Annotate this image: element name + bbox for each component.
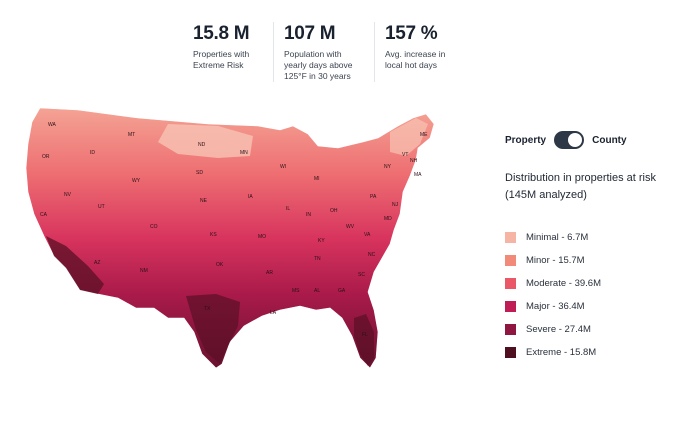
- legend-swatch: [505, 324, 516, 335]
- state-label-ga: GA: [338, 288, 346, 294]
- stats-bar: 15.8 M Properties with Extreme Risk 107 …: [183, 22, 465, 82]
- legend-item: Severe - 27.4M: [505, 318, 601, 341]
- state-label-wy: WY: [132, 178, 141, 184]
- state-label-sd: SD: [196, 170, 203, 176]
- legend-label: Extreme - 15.8M: [526, 347, 597, 358]
- state-label-ny: NY: [384, 164, 392, 170]
- toggle-switch[interactable]: [554, 131, 585, 149]
- state-label-me: ME: [420, 132, 428, 138]
- state-label-vt: VT: [402, 152, 408, 158]
- minimal-region-north: [158, 124, 253, 158]
- property-county-toggle[interactable]: Property County: [505, 131, 627, 149]
- state-label-az: AZ: [94, 260, 100, 266]
- legend-title: Distribution in properties at risk (145M…: [505, 172, 657, 201]
- extreme-region-texas: [186, 294, 240, 364]
- stat-value: 157 %: [385, 23, 438, 44]
- state-label-oh: OH: [330, 208, 338, 214]
- stat-label: Population with yearly days above 125°F …: [284, 49, 353, 81]
- state-label-in: IN: [306, 212, 311, 218]
- legend-item: Major - 36.4M: [505, 295, 601, 318]
- minimal-region-northeast: [390, 118, 428, 156]
- extreme-region-southwest: [46, 236, 104, 294]
- state-label-nj: NJ: [392, 202, 399, 208]
- legend-item: Minor - 15.7M: [505, 249, 601, 272]
- legend-label: Severe - 27.4M: [526, 324, 591, 335]
- state-label-ut: UT: [98, 204, 105, 210]
- legend-swatch: [505, 301, 516, 312]
- stat-label: Properties with Extreme Risk: [193, 49, 250, 70]
- state-label-il: IL: [286, 206, 290, 212]
- state-label-ca: CA: [40, 212, 48, 218]
- state-label-ok: OK: [216, 262, 224, 268]
- state-label-id: ID: [90, 150, 95, 156]
- state-label-wi: WI: [280, 164, 286, 170]
- toggle-knob: [568, 133, 583, 147]
- stat-value: 15.8 M: [193, 23, 250, 44]
- state-label-tx: TX: [204, 306, 211, 312]
- legend-label: Moderate - 39.6M: [526, 278, 601, 289]
- state-label-pa: PA: [370, 194, 377, 200]
- state-label-sc: SC: [358, 272, 365, 278]
- toggle-left-label[interactable]: Property: [505, 134, 547, 146]
- state-label-ky: KY: [318, 238, 325, 244]
- legend-label: Minor - 15.7M: [526, 255, 585, 266]
- toggle-right-label[interactable]: County: [592, 134, 627, 146]
- state-label-ar: AR: [266, 270, 273, 276]
- state-label-or: OR: [42, 154, 50, 160]
- stat-population: 107 M Population with yearly days above …: [273, 22, 374, 82]
- state-label-mt: MT: [128, 132, 135, 138]
- state-label-co: CO: [150, 224, 158, 230]
- legend-swatch: [505, 347, 516, 358]
- risk-legend: Minimal - 6.7M Minor - 15.7M Moderate - …: [505, 226, 601, 364]
- legend-label: Major - 36.4M: [526, 301, 585, 312]
- stat-extreme-risk: 15.8 M Properties with Extreme Risk: [183, 22, 273, 82]
- legend-item: Minimal - 6.7M: [505, 226, 601, 249]
- state-label-tn: TN: [314, 256, 321, 262]
- state-label-fl: FL: [362, 332, 368, 338]
- legend-item: Extreme - 15.8M: [505, 341, 601, 364]
- legend-swatch: [505, 232, 516, 243]
- state-label-mn: MN: [240, 150, 248, 156]
- legend-swatch: [505, 278, 516, 289]
- extreme-region-florida: [354, 314, 374, 366]
- state-label-nd: ND: [198, 142, 206, 148]
- state-label-mo: MO: [258, 234, 266, 240]
- state-label-ia: IA: [248, 194, 253, 200]
- state-label-ks: KS: [210, 232, 217, 238]
- state-label-wa: WA: [48, 122, 57, 128]
- state-label-ms: MS: [292, 288, 300, 294]
- us-heat-risk-map[interactable]: WA OR CA NV ID MT WY UT AZ CO NM ND SD NE KS OK TX MN IA MO…: [18, 96, 448, 376]
- state-label-ne: NE: [200, 198, 208, 204]
- stat-label: Avg. increase in local hot days: [385, 49, 446, 70]
- stat-value: 107 M: [284, 23, 336, 44]
- state-label-mi: MI: [314, 176, 320, 182]
- state-label-md: MD: [384, 216, 392, 222]
- stat-hot-days: 157 % Avg. increase in local hot days: [374, 22, 465, 82]
- state-label-nv: NV: [64, 192, 72, 198]
- legend-swatch: [505, 255, 516, 266]
- state-label-layer: WA OR CA NV ID MT WY UT AZ CO NM ND SD NE KS OK TX MN IA MO…: [40, 122, 428, 338]
- state-label-al: AL: [314, 288, 320, 294]
- state-label-nm: NM: [140, 268, 148, 274]
- legend-item: Moderate - 39.6M: [505, 272, 601, 295]
- state-label-nh: NH: [410, 158, 418, 164]
- state-label-ma: MA: [414, 172, 422, 178]
- state-label-va: VA: [364, 232, 371, 238]
- state-label-la: LA: [270, 310, 277, 316]
- legend-label: Minimal - 6.7M: [526, 232, 589, 243]
- state-label-wv: WV: [346, 224, 355, 230]
- state-label-nc: NC: [368, 252, 376, 258]
